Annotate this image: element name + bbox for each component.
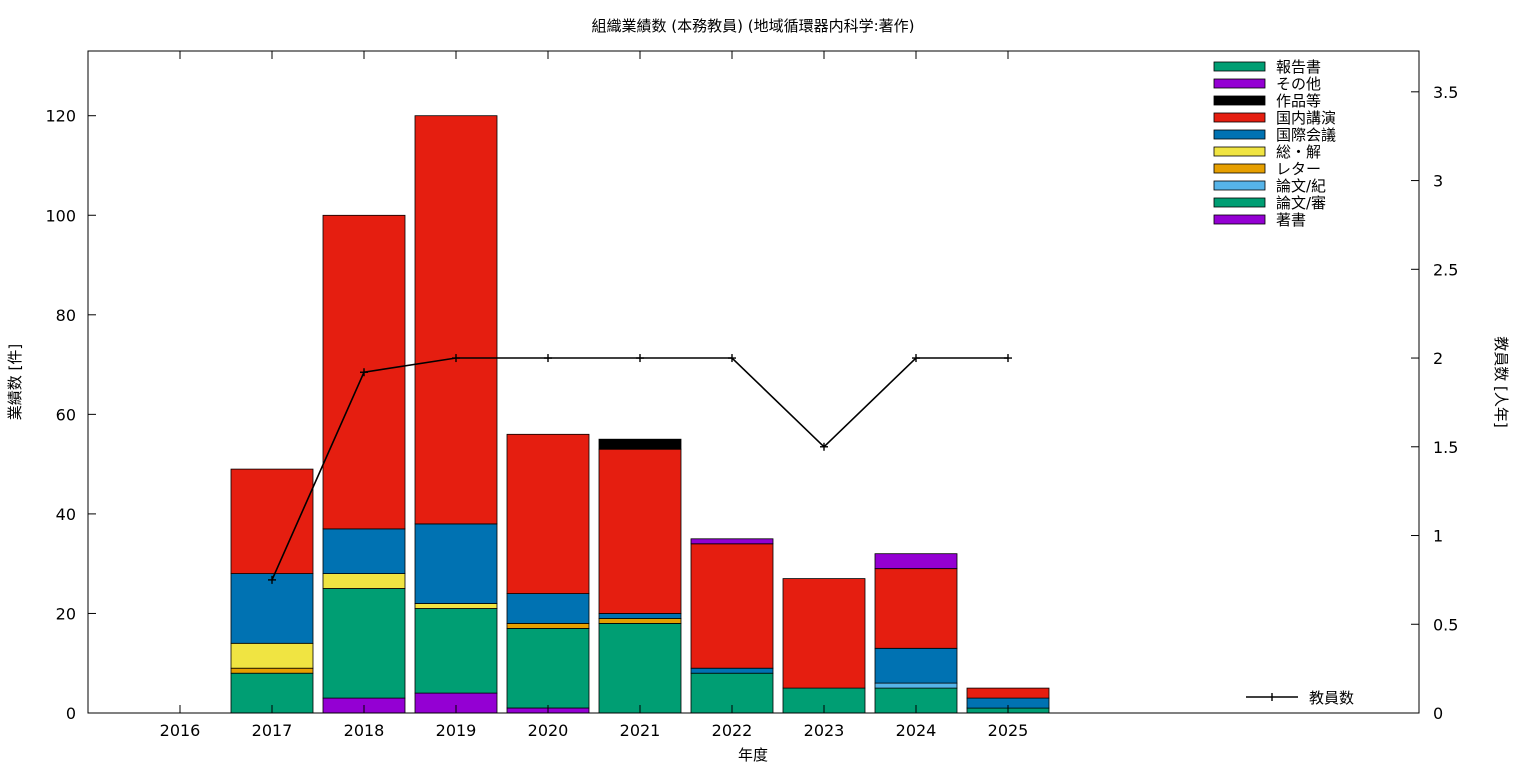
bar-segment-2017-3	[230, 667, 314, 674]
legend-swatch	[1213, 112, 1266, 123]
y-tick-label: 60	[56, 405, 76, 424]
bar-segment-2020-1	[506, 628, 590, 709]
legend-swatch	[1213, 146, 1266, 157]
y2-tick-label: 1.5	[1433, 438, 1458, 457]
x-tick-label: 2020	[528, 721, 569, 740]
bar-segment-2019-1	[414, 608, 498, 694]
legend-label: 著書	[1276, 211, 1306, 229]
plot-frame	[87, 50, 1420, 714]
y2-tick-label: 1	[1433, 527, 1443, 546]
x-tick-label: 2024	[896, 721, 937, 740]
y-tick-label: 40	[56, 505, 76, 524]
bar-segment-2017-4	[230, 642, 314, 669]
legend-swatch	[1213, 78, 1266, 89]
bar-segment-2023-6	[782, 578, 866, 689]
bar-segment-2024-5	[874, 647, 958, 684]
legend-swatch	[1213, 197, 1266, 208]
legend-label: 報告書	[1276, 58, 1321, 76]
x-tick-label: 2016	[160, 721, 201, 740]
x-axis-label: 年度	[738, 746, 768, 764]
y-axis-label: 業績数 [件]	[6, 344, 24, 420]
y-tick-label: 80	[56, 306, 76, 325]
legend-label: 国内講演	[1276, 109, 1336, 127]
line-point	[636, 354, 644, 363]
bar-segment-2021-5	[598, 613, 682, 619]
y2-tick-label: 3	[1433, 172, 1443, 191]
bar-segment-2022-5	[690, 667, 774, 674]
bar-segment-2021-3	[598, 618, 682, 624]
y2-tick-label: 0.5	[1433, 615, 1458, 634]
x-tick-label: 2022	[712, 721, 753, 740]
line-legend: 教員数	[1246, 689, 1354, 707]
line-point	[268, 575, 276, 584]
y2-tick-label: 0	[1433, 704, 1443, 723]
legend-label: 論文/審	[1276, 194, 1326, 212]
y-tick-label: 100	[45, 206, 76, 225]
line-point	[728, 354, 736, 363]
legend-swatch	[1213, 129, 1266, 140]
y2-axis-label: 教員数 [人年]	[1492, 336, 1510, 427]
legend-swatch	[1213, 180, 1266, 191]
y2-tick-label: 2.5	[1433, 260, 1458, 279]
bar-segment-2021-1	[598, 623, 682, 714]
legend-swatch	[1213, 95, 1266, 106]
legend-label: レター	[1276, 160, 1321, 178]
bar-segment-2024-2	[874, 682, 958, 689]
y-tick-label: 20	[56, 604, 76, 623]
bar-segment-2018-1	[322, 588, 406, 699]
x-tick-label: 2025	[988, 721, 1029, 740]
bar-segment-2019-6	[414, 115, 498, 525]
bar-segment-2017-5	[230, 573, 314, 644]
bar-segment-2022-8	[690, 538, 774, 545]
line-point	[912, 354, 920, 363]
legend-swatch	[1213, 61, 1266, 72]
bar-segment-2019-5	[414, 523, 498, 604]
line-point	[360, 368, 368, 377]
line-point	[544, 354, 552, 363]
y-axis: 0 20 40 60 80 100 120	[45, 107, 96, 723]
bar-segment-2020-3	[506, 623, 590, 629]
bar-segment-2018-5	[322, 528, 406, 574]
line-point	[820, 442, 828, 451]
bar-segment-2021-6	[598, 448, 682, 614]
x-tick-label: 2017	[252, 721, 293, 740]
legend-label: 総・解	[1276, 143, 1321, 161]
bar-segment-2019-4	[414, 603, 498, 609]
legend-label: 国際会議	[1276, 126, 1336, 144]
legend-label: 作品等	[1276, 92, 1321, 110]
x-tick-label: 2019	[436, 721, 477, 740]
legend-line-label: 教員数	[1309, 689, 1354, 707]
legend-label: その他	[1276, 75, 1321, 93]
legend-swatch	[1213, 163, 1266, 174]
line-point	[1004, 354, 1012, 363]
bar-segment-2017-6	[230, 468, 314, 575]
bar-segment-2024-8	[874, 553, 958, 570]
legend-label: 論文/紀	[1276, 177, 1326, 195]
legend-swatch	[1213, 214, 1266, 225]
x-tick-label: 2021	[620, 721, 661, 740]
bar-segment-2020-5	[506, 593, 590, 624]
bars-layer	[230, 115, 1050, 714]
x-axis: 2016 2017 2018 2019 2020 2021 2022 2023 2024 2025	[160, 51, 1029, 740]
bar-segment-2021-7	[598, 438, 682, 450]
bar-segment-2020-6	[506, 433, 590, 594]
line-layer	[268, 354, 1012, 584]
y-tick-label: 0	[66, 704, 76, 723]
y2-tick-label: 3.5	[1433, 83, 1458, 102]
bar-segment-2022-6	[690, 543, 774, 669]
x-tick-label: 2023	[804, 721, 845, 740]
bar-segment-2018-4	[322, 573, 406, 589]
y-tick-label: 120	[45, 107, 76, 126]
y2-tick-label: 2	[1433, 349, 1443, 368]
line-point	[452, 354, 460, 363]
x-tick-label: 2018	[344, 721, 385, 740]
bar-segment-2025-6	[966, 687, 1050, 699]
bar-segment-2024-6	[874, 568, 958, 649]
y2-axis: 0 0.5 1 1.5 2 2.5 3 3.5	[1411, 83, 1458, 723]
chart-title: 組織業績数 (本務教員) (地域循環器内科学:著作)	[591, 17, 914, 35]
